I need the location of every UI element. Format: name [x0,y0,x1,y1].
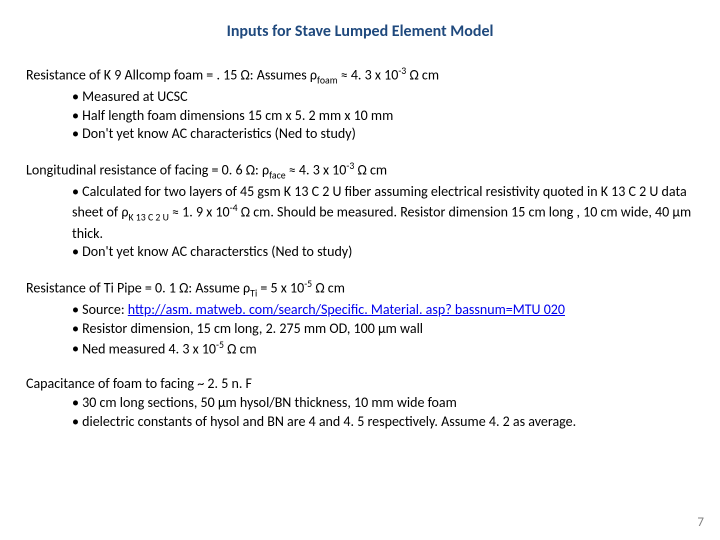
section-lead: Longitudinal resistance of facing = 0. 6… [26,160,694,183]
section-lead: Resistance of K 9 Allcomp foam = . 15 Ω:… [26,65,694,88]
lead-mid: ≈ 4. 3 x 10 [286,162,347,179]
b1-sup: -4 [230,202,238,214]
lead-mid: ≈ 4. 3 x 10 [338,67,399,84]
list-item: Source: http://asm. matweb. com/search/S… [72,301,694,320]
lead-text: Resistance of K 9 Allcomp foam = . 15 Ω:… [26,67,317,84]
b3-pre: Ned measured 4. 3 x 10 [82,340,216,357]
lead-sup: -5 [304,278,312,290]
list-item: dielectric constants of hysol and BN are… [72,413,694,432]
section-lead: Resistance of Ti Pipe = 0. 1 Ω: Assume ρ… [26,278,694,301]
b1-sub: K 13 C 2 U [129,211,169,223]
list-item: Measured at UCSC [72,88,694,107]
list-item: Half length foam dimensions 15 cm x 5. 2… [72,107,694,126]
section-ti-pipe-resistance: Resistance of Ti Pipe = 0. 1 Ω: Assume ρ… [26,278,694,359]
list-item: 30 cm long sections, 50 μm hysol/BN thic… [72,394,694,413]
b3-sup: -5 [216,339,224,351]
lead-sub: foam [317,74,337,86]
list-item: Calculated for two layers of 45 gsm K 13… [72,183,694,243]
page-number: 7 [697,515,704,530]
page-title: Inputs for Stave Lumped Element Model [26,22,694,41]
list-item: Don't yet know AC characterstics (Ned to… [72,243,694,262]
lead-post: Ω cm [312,280,345,297]
lead-post: Ω cm [406,67,439,84]
b1-pre: Source: [82,301,128,318]
section-capacitance: Capacitance of foam to facing ~ 2. 5 n. … [26,375,694,432]
bullet-list: 30 cm long sections, 50 μm hysol/BN thic… [26,394,694,432]
section-lead: Capacitance of foam to facing ~ 2. 5 n. … [26,375,694,394]
b3-post: Ω cm [224,340,257,357]
bullet-list: Measured at UCSC Half length foam dimens… [26,88,694,145]
section-facing-resistance: Longitudinal resistance of facing = 0. 6… [26,160,694,262]
b1-mid: ≈ 1. 9 x 10 [169,204,230,221]
section-foam-resistance: Resistance of K 9 Allcomp foam = . 15 Ω:… [26,65,694,144]
list-item: Ned measured 4. 3 x 10-5 Ω cm [72,339,694,360]
lead-text: Longitudinal resistance of facing = 0. 6… [26,162,269,179]
list-item: Don't yet know AC characteristics (Ned t… [72,125,694,144]
lead-post: Ω cm [354,162,387,179]
source-link[interactable]: http://asm. matweb. com/search/Specific.… [128,301,565,318]
list-item: Resistor dimension, 15 cm long, 2. 275 m… [72,320,694,339]
bullet-list: Calculated for two layers of 45 gsm K 13… [26,183,694,262]
lead-mid: = 5 x 10 [257,280,304,297]
lead-text: Resistance of Ti Pipe = 0. 1 Ω: Assume ρ [26,280,250,297]
lead-sub: face [269,170,286,182]
bullet-list: Source: http://asm. matweb. com/search/S… [26,301,694,359]
